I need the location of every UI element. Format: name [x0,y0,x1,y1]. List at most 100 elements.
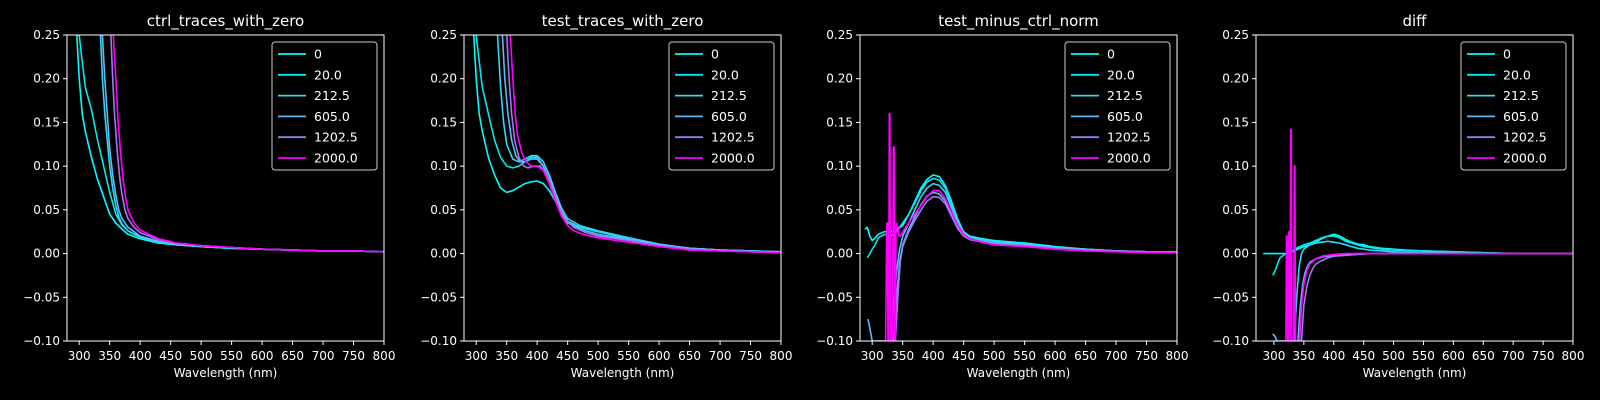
series-line-605.0 [1272,252,1573,341]
y-tick-label: 0.15 [826,115,853,129]
legend-entry: 605.0 [314,109,350,124]
y-tick-label: −0.05 [420,290,457,304]
x-tick-label: 300 [68,349,91,363]
x-tick-label: 450 [1352,349,1375,363]
y-tick-label: 0.25 [1222,28,1249,42]
legend-entry: 0 [1107,47,1115,62]
x-tick-label: 550 [220,349,243,363]
series-line-2000.0 [112,35,384,253]
x-axis-label: Wavelength (nm) [571,366,675,380]
series-line-1202.5 [894,195,1177,341]
y-tick-label: 0.20 [430,72,457,86]
x-tick-label: 450 [556,349,579,363]
plot-area [1263,128,1573,341]
y-tick-label: 0.00 [1222,247,1249,261]
x-tick-label: 350 [1292,349,1315,363]
x-tick-label: 600 [251,349,274,363]
x-tick-label: 450 [159,349,182,363]
x-tick-label: 300 [1262,349,1285,363]
y-tick-label: 0.15 [430,115,457,129]
legend-entry: 605.0 [1503,109,1539,124]
y-tick-label: 0.00 [826,247,853,261]
legend-entry: 0 [314,47,322,62]
x-tick-label: 700 [1105,349,1128,363]
x-tick-label: 350 [891,349,914,363]
x-tick-label: 700 [1502,349,1525,363]
series-line-2000.0 [1284,128,1573,341]
x-tick-label: 500 [587,349,610,363]
x-tick-label: 700 [709,349,732,363]
legend-entry: 20.0 [314,67,342,82]
legend-entry: 2000.0 [1107,151,1151,166]
x-tick-label: 500 [1382,349,1405,363]
x-tick-label: 400 [922,349,945,363]
y-tick-label: 0.00 [430,247,457,261]
legend-entry: 20.0 [1503,67,1531,82]
series-line-0 [864,174,1177,253]
plot-area [76,35,384,253]
y-tick-label: 0.25 [33,28,60,42]
legend: 0 20.0 212.5 605.0 1202.5 2000.0 [1064,41,1171,171]
series-line-212.5 [889,182,1177,341]
chart-title: ctrl_traces_with_zero [147,12,304,31]
x-axis-label: Wavelength (nm) [1363,366,1467,380]
x-tick-label: 600 [1044,349,1067,363]
x-tick-label: 400 [1322,349,1345,363]
legend-entry: 1202.5 [314,130,358,145]
legend-entry: 0 [711,47,719,62]
y-tick-label: −0.05 [816,290,853,304]
y-tick-label: −0.10 [23,334,60,348]
x-tick-label: 650 [281,349,304,363]
x-axis-label: Wavelength (nm) [174,366,278,380]
x-tick-label: 700 [312,349,335,363]
plot-area [473,35,781,254]
x-tick-label: 450 [952,349,975,363]
legend-entry: 1202.5 [711,130,755,145]
x-axis-label: Wavelength (nm) [967,366,1071,380]
legend-entry: 0 [1503,47,1511,62]
x-tick-label: 500 [190,349,213,363]
y-tick-label: −0.05 [23,290,60,304]
series-line-2000.0 [884,112,1177,341]
chart-title: test_minus_ctrl_norm [938,12,1099,31]
legend-entry: 2000.0 [711,151,755,166]
legend: 0 20.0 212.5 605.0 1202.5 2000.0 [668,41,775,171]
axes-frame [859,34,1178,342]
legend-entry: 20.0 [1107,67,1135,82]
axes-frame [66,34,385,342]
legend-entry: 1202.5 [1503,130,1547,145]
y-tick-label: 0.00 [33,247,60,261]
x-tick-label: 800 [1562,349,1585,363]
series-line-1202.5 [1300,252,1573,341]
legend-entry: 605.0 [711,109,747,124]
legend-entry: 212.5 [314,88,350,103]
x-tick-label: 600 [648,349,671,363]
chart-panel-1: ctrl_traces_with_zero Wavelength (nm) 300 3… [23,12,395,380]
x-tick-label: 550 [1412,349,1435,363]
legend-entry: 2000.0 [314,151,358,166]
x-tick-label: 750 [739,349,762,363]
legend-entry: 20.0 [711,67,739,82]
legend-entry: 212.5 [1107,88,1143,103]
legend-entry: 605.0 [1107,109,1143,124]
x-tick-label: 800 [373,349,396,363]
x-tick-label: 550 [1013,349,1036,363]
y-tick-label: 0.15 [33,115,60,129]
x-tick-label: 400 [129,349,152,363]
y-tick-label: −0.10 [816,334,853,348]
y-tick-label: 0.20 [1222,72,1249,86]
x-tick-label: 350 [495,349,518,363]
x-tick-label: 650 [678,349,701,363]
chart-panel-2: test_traces_with_zero Wavelength (nm) 300 3… [420,12,792,380]
y-tick-label: −0.10 [1212,334,1249,348]
chart-title: diff [1402,12,1427,30]
x-tick-label: 750 [342,349,365,363]
x-tick-label: 400 [526,349,549,363]
x-tick-label: 750 [1135,349,1158,363]
plot-area [864,112,1177,341]
y-tick-label: 0.25 [430,28,457,42]
axes-frame [1255,34,1574,342]
chart-title: test_traces_with_zero [542,12,704,31]
y-tick-label: 0.10 [430,159,457,173]
